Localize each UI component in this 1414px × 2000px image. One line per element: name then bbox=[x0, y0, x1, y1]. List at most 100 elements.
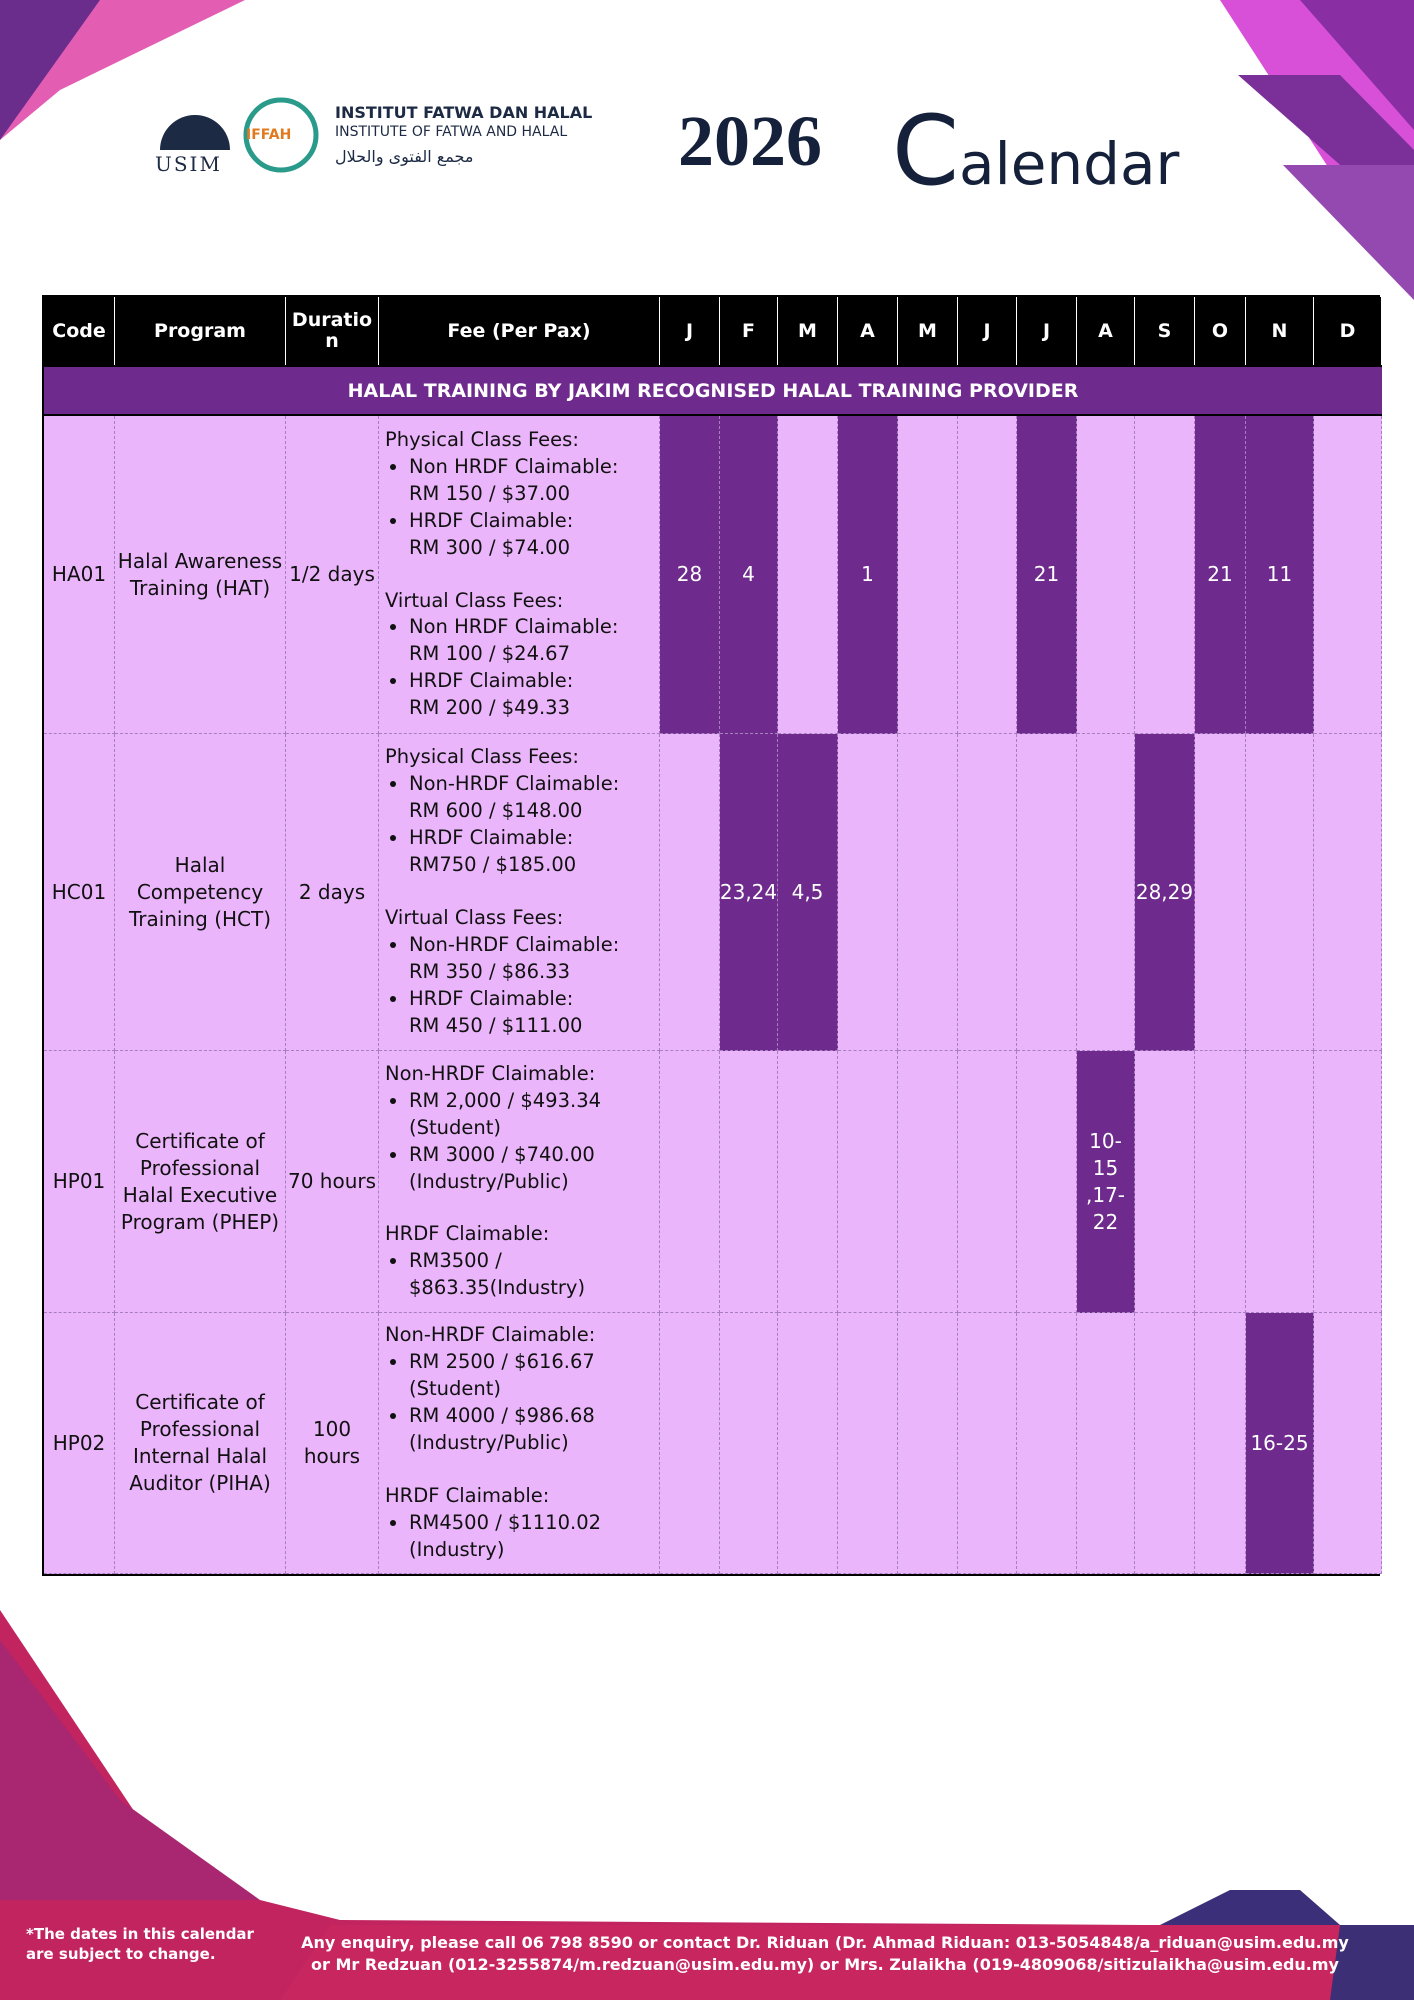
fee-block: Non-HRDF Claimable: RM 2,000 / $493.34 (St… bbox=[385, 1061, 601, 1196]
month-cell bbox=[838, 734, 898, 1051]
month-cell bbox=[1135, 1313, 1195, 1574]
fee-line: (Industry) bbox=[409, 1537, 505, 1561]
month-cell bbox=[1135, 416, 1195, 734]
month-cell bbox=[1017, 734, 1077, 1051]
fee-item: RM3500 / $863.35(Industry) bbox=[409, 1248, 601, 1302]
fee-heading: Virtual Class Fees: bbox=[385, 906, 564, 929]
fee-block: Virtual Class Fees: Non HRDF Claimable: RM… bbox=[385, 588, 618, 723]
month-cell bbox=[958, 416, 1017, 734]
month-cell bbox=[1017, 1051, 1077, 1313]
month-cell: 16-25 bbox=[1246, 1313, 1314, 1574]
fee-line: RM 100 / $24.67 bbox=[409, 642, 570, 666]
fee-line: RM 600 / $148.00 bbox=[409, 799, 583, 823]
month-cell bbox=[898, 1313, 958, 1574]
fee-block: HRDF Claimable: RM3500 / $863.35(Industry) bbox=[385, 1221, 601, 1302]
institute-name-en: INSTITUTE OF FATWA AND HALAL bbox=[335, 124, 568, 140]
column-header: N bbox=[1246, 297, 1314, 365]
fee-line: RM 2500 / $616.67 bbox=[409, 1350, 595, 1374]
column-header: M bbox=[898, 297, 958, 365]
month-cell bbox=[898, 734, 958, 1051]
fee-item: HRDF Claimable: RM 450 / $111.00 bbox=[409, 986, 619, 1040]
fee-block: Physical Class Fees: Non HRDF Claimable: R… bbox=[385, 427, 618, 562]
month-cell: 21 bbox=[1017, 416, 1077, 734]
month-cell bbox=[838, 1051, 898, 1313]
column-header: F bbox=[720, 297, 778, 365]
fee-item: Non-HRDF Claimable: RM 600 / $148.00 bbox=[409, 771, 619, 825]
fee-line: RM3500 / bbox=[409, 1249, 502, 1273]
program-name: Halal Competency Training (HCT) bbox=[115, 734, 286, 1051]
fee-line: (Industry/Public) bbox=[409, 1169, 569, 1193]
month-cell bbox=[1077, 416, 1135, 734]
column-header: A bbox=[838, 297, 898, 365]
fee-line: RM750 / $185.00 bbox=[409, 853, 577, 877]
month-cell: 28 bbox=[660, 416, 720, 734]
title: Calendar bbox=[892, 95, 1180, 207]
iffah-emblem bbox=[243, 97, 319, 173]
fee-item: RM4500 / $1110.02 (Industry) bbox=[409, 1510, 601, 1564]
fee-block: Physical Class Fees: Non-HRDF Claimable: R… bbox=[385, 744, 619, 879]
fee-item: HRDF Claimable: RM 300 / $74.00 bbox=[409, 508, 618, 562]
month-cell bbox=[1314, 1313, 1382, 1574]
month-cell bbox=[778, 416, 838, 734]
fee-item: HRDF Claimable: RM750 / $185.00 bbox=[409, 825, 619, 879]
course-code: HP01 bbox=[44, 1051, 115, 1313]
fee-line: Non HRDF Claimable: bbox=[409, 454, 619, 478]
fee-line: Non HRDF Claimable: bbox=[409, 615, 619, 639]
column-header: A bbox=[1077, 297, 1135, 365]
fee-heading: Virtual Class Fees: bbox=[385, 588, 564, 612]
fee-line: HRDF Claimable: bbox=[409, 508, 574, 532]
month-cell bbox=[958, 1313, 1017, 1574]
fee-heading: Physical Class Fees: bbox=[385, 427, 579, 451]
column-header: S bbox=[1135, 297, 1195, 365]
fee-line: RM 450 / $111.00 bbox=[409, 1013, 583, 1037]
duration: 2 days bbox=[286, 734, 379, 1051]
course-code: HA01 bbox=[44, 416, 115, 734]
calendar-table: Code Program Duratio n Fee (Per Pax) J F M A M J J… bbox=[42, 295, 1382, 1576]
logo-usim: USIM bbox=[155, 152, 222, 176]
fee-item: Non HRDF Claimable: RM 100 / $24.67 bbox=[409, 614, 618, 668]
fee-line: (Student) bbox=[409, 1115, 501, 1139]
fee-line: HRDF Claimable: bbox=[409, 986, 574, 1010]
fee-list: Physical Class Fees: Non HRDF Claimable: R… bbox=[385, 427, 618, 722]
fee-heading: Non-HRDF Claimable: bbox=[385, 1323, 596, 1347]
month-cell: 28,29 bbox=[1135, 734, 1195, 1051]
month-cell bbox=[898, 1051, 958, 1313]
fee-line: $863.35(Industry) bbox=[409, 1276, 586, 1300]
month-cell bbox=[1314, 734, 1382, 1051]
fee-block: Non-HRDF Claimable: RM 2500 / $616.67 (Stu… bbox=[385, 1322, 601, 1457]
column-header: O bbox=[1195, 297, 1246, 365]
fee-line: Non-HRDF Claimable: bbox=[409, 932, 620, 956]
fee-list: Non-HRDF Claimable: RM 2,000 / $493.34 (St… bbox=[385, 1061, 601, 1302]
month-cell bbox=[660, 1313, 720, 1574]
fee-items: RM4500 / $1110.02 (Industry) bbox=[385, 1510, 601, 1564]
month-cell bbox=[778, 1051, 838, 1313]
fee-line: (Industry/Public) bbox=[409, 1431, 569, 1454]
fee-line: RM 300 / $74.00 bbox=[409, 535, 570, 559]
column-header: J bbox=[1017, 297, 1077, 365]
section-title: HALAL TRAINING BY JAKIM RECOGNISED HALAL… bbox=[44, 365, 1382, 416]
fee-list: Physical Class Fees: Non-HRDF Claimable: R… bbox=[385, 744, 619, 1039]
fee-block: HRDF Claimable: RM4500 / $1110.02 (Industr… bbox=[385, 1483, 601, 1564]
month-cell: 4 bbox=[720, 416, 778, 734]
fee-line: RM 2,000 / $493.34 bbox=[409, 1088, 602, 1112]
month-cell bbox=[660, 1051, 720, 1313]
fee-list: Non-HRDF Claimable: RM 2500 / $616.67 (Stu… bbox=[385, 1322, 601, 1563]
fee-items: Non HRDF Claimable: RM 150 / $37.00 HRDF C… bbox=[385, 454, 618, 562]
fee-cell: Non-HRDF Claimable: RM 2,000 / $493.34 (St… bbox=[379, 1051, 660, 1313]
month-cell bbox=[1135, 1051, 1195, 1313]
fee-item: HRDF Claimable: RM 200 / $49.33 bbox=[409, 668, 618, 722]
month-cell bbox=[898, 416, 958, 734]
month-cell: 11 bbox=[1246, 416, 1314, 734]
duration: 70 hours bbox=[286, 1051, 379, 1313]
month-cell bbox=[1195, 1313, 1246, 1574]
month-cell: 21 bbox=[1195, 416, 1246, 734]
program-name: Certificate of Professional Halal Execut… bbox=[115, 1051, 286, 1313]
fee-item: RM 3000 / $740.00 (Industry/Public) bbox=[409, 1142, 601, 1196]
fee-line: RM 4000 / $986.68 bbox=[409, 1404, 595, 1428]
enquiry: Any enquiry, please call 06 798 8590 or … bbox=[300, 1932, 1350, 1977]
fee-item: Non-HRDF Claimable: RM 350 / $86.33 bbox=[409, 932, 619, 986]
month-cell: 1 bbox=[838, 416, 898, 734]
fee-line: HRDF Claimable: bbox=[409, 826, 574, 850]
